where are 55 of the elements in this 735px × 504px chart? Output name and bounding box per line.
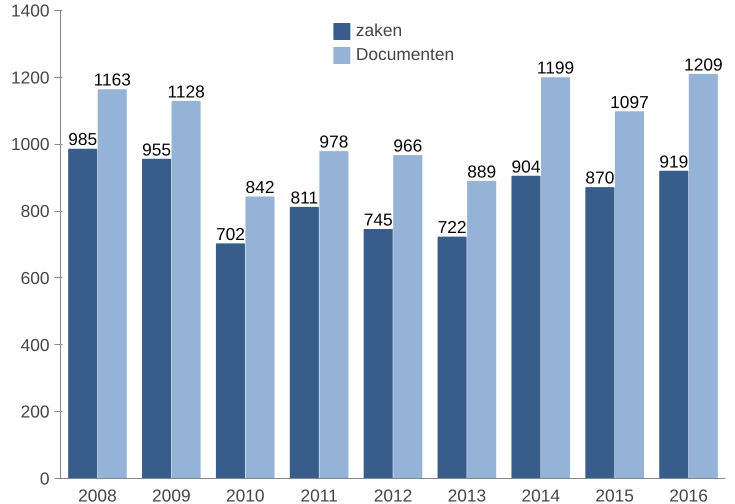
- x-tick-label: 2008: [78, 486, 117, 504]
- bar: [438, 236, 467, 478]
- data-label: 966: [393, 136, 422, 156]
- bar: [245, 196, 275, 478]
- x-tick-label: 2009: [152, 486, 191, 504]
- bar: [467, 180, 496, 478]
- bar: [393, 155, 422, 478]
- x-tick-label: 2013: [448, 486, 486, 504]
- y-tick-label: 0: [40, 468, 50, 488]
- data-label: 889: [467, 161, 496, 182]
- bar: [614, 111, 644, 478]
- data-label: 811: [290, 187, 318, 208]
- bar: [541, 77, 570, 478]
- data-label: 904: [512, 156, 541, 176]
- y-tick-label: 200: [20, 402, 50, 422]
- x-tick-label: 2015: [595, 486, 634, 504]
- y-tick-label: 1400: [10, 0, 50, 20]
- data-label: 745: [364, 209, 393, 230]
- bar: [68, 148, 98, 478]
- x-tick-label: 2016: [669, 486, 708, 504]
- x-tick-label: 2014: [522, 486, 560, 504]
- x-tick-label: 2010: [226, 486, 265, 504]
- legend-label: zaken: [356, 20, 402, 41]
- data-label: 985: [68, 129, 98, 150]
- bar: [290, 206, 319, 478]
- data-label: 1097: [610, 92, 649, 112]
- data-label: 1128: [167, 81, 205, 102]
- data-label: 702: [216, 224, 245, 244]
- y-tick-label: 800: [20, 201, 50, 222]
- bar: [319, 151, 348, 478]
- y-tick-label: 1000: [10, 134, 50, 154]
- bar: [511, 176, 541, 478]
- data-label: 1199: [536, 58, 574, 78]
- data-label: 842: [246, 177, 274, 198]
- data-label: 955: [142, 139, 172, 160]
- data-label: 1163: [94, 70, 131, 90]
- bar: [364, 228, 393, 478]
- bar: [216, 243, 245, 478]
- y-tick-label: 1200: [10, 67, 50, 88]
- legend-label: Documenten: [356, 44, 454, 65]
- data-label: 870: [585, 168, 614, 188]
- data-label: 1209: [684, 54, 723, 74]
- bar: [172, 100, 201, 478]
- y-tick-label: 400: [20, 334, 50, 355]
- bar: [98, 89, 127, 478]
- data-label: 919: [659, 151, 688, 172]
- data-label: 978: [319, 132, 348, 152]
- bar: [142, 158, 172, 478]
- bar: [688, 74, 718, 478]
- bar: [585, 187, 614, 478]
- bar: [659, 170, 688, 478]
- data-label: 722: [438, 217, 467, 238]
- x-tick-label: 2012: [374, 486, 412, 504]
- x-tick-label: 2011: [300, 486, 338, 504]
- y-tick-label: 600: [20, 268, 50, 288]
